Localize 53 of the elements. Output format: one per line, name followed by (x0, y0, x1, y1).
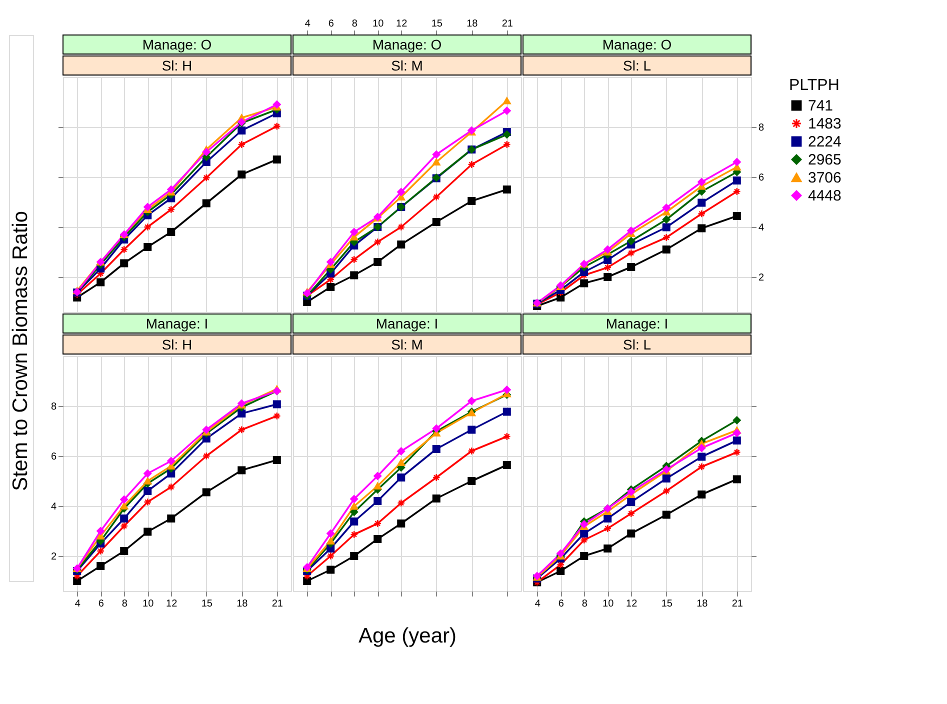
chart-subtitle: Sl: L (622, 336, 652, 352)
y-tick-label: 4 (758, 222, 764, 234)
x-tick-label: 21 (272, 598, 284, 610)
legend-label: 741 (808, 98, 834, 114)
chart-subtitle: Sl: H (162, 58, 192, 74)
chart-subtitle: Sl: M (391, 58, 423, 74)
x-tick-label: 4 (534, 598, 541, 610)
chart-title: Manage: I (146, 316, 208, 332)
chart-title: Manage: O (142, 36, 212, 52)
legend-label: 2965 (808, 152, 842, 168)
chart-title: Manage: O (372, 36, 442, 52)
chart-title: Manage: I (606, 316, 668, 332)
chart-title: Manage: O (602, 36, 672, 52)
x-tick-label: 10 (602, 598, 614, 610)
y-tick-label: 2 (758, 272, 764, 284)
x-tick-label: 8 (352, 18, 358, 30)
x-tick-label: 4 (74, 598, 81, 610)
x-tick-label: 6 (98, 598, 104, 610)
x-tick-label: 18 (236, 598, 248, 610)
legend-title: PLTPH (789, 77, 840, 94)
x-tick-label: 12 (396, 18, 408, 30)
chart-title: Manage: I (376, 316, 438, 332)
x-tick-label: 15 (431, 18, 443, 30)
x-tick-label: 8 (122, 598, 128, 610)
y-tick-label: 8 (50, 402, 57, 412)
x-tick-label: 18 (696, 598, 708, 610)
x-tick-label: 21 (732, 598, 744, 610)
legend-label: 2224 (808, 134, 842, 150)
x-tick-label: 6 (558, 598, 564, 610)
y-tick-label: 6 (758, 172, 764, 184)
legend-label: 1483 (808, 116, 842, 132)
y-tick-label: 2 (50, 552, 57, 562)
x-tick-label: 6 (328, 18, 334, 30)
x-tick-label: 4 (304, 18, 311, 30)
y-tick-label: 4 (50, 502, 57, 512)
legend-label: 3706 (808, 170, 842, 186)
y-tick-label: 8 (758, 122, 764, 134)
x-tick-label: 10 (372, 18, 384, 30)
x-tick-label: 15 (201, 598, 213, 610)
x-tick-label: 8 (582, 598, 588, 610)
x-tick-label: 10 (142, 598, 154, 610)
legend-label: 4448 (808, 188, 842, 204)
x-tick-label: 18 (466, 18, 478, 30)
y-axis-title: Stem to Crown Biomass Ratio (9, 210, 32, 492)
x-tick-label: 12 (626, 598, 638, 610)
x-tick-label: 15 (661, 598, 673, 610)
x-axis-title: Age (year) (358, 624, 457, 648)
chart-subtitle: Sl: L (622, 58, 652, 74)
chart-subtitle: Sl: M (391, 336, 423, 352)
x-tick-label: 12 (166, 598, 178, 610)
y-tick-label: 6 (50, 452, 57, 462)
x-tick-label: 21 (502, 18, 514, 30)
chart-subtitle: Sl: H (162, 336, 192, 352)
